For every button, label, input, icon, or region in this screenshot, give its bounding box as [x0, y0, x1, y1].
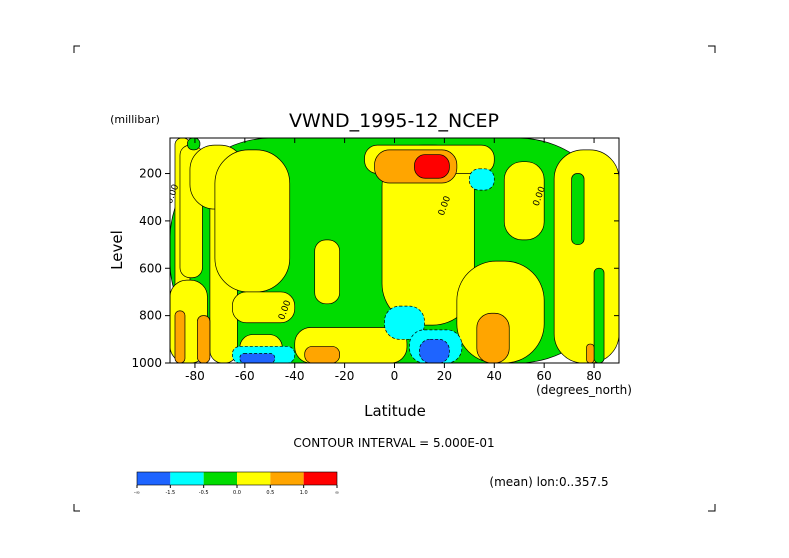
contour-region — [304, 346, 340, 363]
contour-region — [384, 305, 425, 340]
y-tick-label: 800 — [139, 309, 162, 323]
colorbar-swatch — [170, 472, 204, 485]
y-unit-label: (millibar) — [110, 113, 160, 126]
x-unit-label: (degrees_north) — [536, 383, 632, 397]
chart-title: VWND_1995-12_NCEP — [289, 110, 499, 132]
contour-region — [414, 154, 450, 179]
colorbar-swatch — [137, 472, 171, 485]
x-tick-label: -80 — [185, 369, 205, 383]
corner-mark-bottom-right — [708, 504, 716, 512]
contour-region — [503, 161, 545, 241]
y-axis-title: Level — [108, 230, 126, 270]
x-tick-label: 20 — [437, 369, 452, 383]
y-tick-label: 400 — [139, 214, 162, 228]
contour-region — [476, 312, 510, 363]
corner-mark-top-right — [708, 45, 716, 53]
contour-region — [571, 173, 585, 245]
colorbar: -∞ -1.5 -0.5 0.0 0.5 1.0 ∞ — [134, 471, 339, 496]
x-tick-label: 40 — [487, 369, 502, 383]
contour-region — [553, 149, 619, 363]
contour-region — [586, 343, 595, 363]
mean-text: (mean) lon:0..357.5 — [489, 475, 608, 489]
colorbar-swatch — [237, 472, 271, 485]
x-tick-label: -40 — [285, 369, 305, 383]
contour-region — [593, 267, 605, 363]
y-axis: 200 400 600 800 1000 — [131, 167, 619, 370]
x-tick-label: 0 — [391, 369, 399, 383]
contour-region — [239, 353, 276, 363]
colorbar-swatch — [270, 472, 304, 485]
x-tick-label: 60 — [537, 369, 552, 383]
y-tick-label: 600 — [139, 261, 162, 275]
x-axis: -80 -60 -40 -20 0 20 40 60 80 — [185, 138, 602, 383]
x-tick-label: -60 — [235, 369, 255, 383]
contour-region — [197, 315, 211, 363]
colorbar-label: -1.5 — [165, 490, 175, 496]
colorbar-swatch — [203, 472, 237, 485]
contour-interval-text: CONTOUR INTERVAL = 5.000E-01 — [293, 436, 494, 450]
contour-region — [174, 310, 186, 363]
y-tick-label: 1000 — [131, 356, 162, 370]
corner-marks — [73, 45, 716, 512]
colorbar-swatch — [303, 472, 337, 485]
colorbar-label: -0.5 — [199, 490, 209, 496]
x-tick-label: 80 — [586, 369, 601, 383]
colorbar-label: 1.0 — [300, 490, 308, 496]
x-axis-title: Latitude — [364, 402, 426, 420]
corner-mark-bottom-left — [73, 504, 80, 512]
colorbar-label: 0.0 — [233, 490, 241, 496]
colorbar-label: ∞ — [335, 490, 339, 496]
contour-fill — [170, 138, 619, 363]
corner-mark-top-left — [73, 45, 80, 53]
colorbar-label: -∞ — [134, 490, 140, 496]
x-tick-label: -20 — [335, 369, 355, 383]
contour-region — [314, 239, 340, 305]
contour-region — [187, 138, 201, 151]
contour-region — [214, 149, 291, 293]
contour-region — [232, 291, 296, 324]
contour-region — [468, 168, 495, 191]
y-tick-label: 200 — [139, 167, 162, 181]
colorbar-label: 0.5 — [266, 490, 274, 496]
contour-region — [419, 338, 450, 363]
contour-label: 0.00 — [165, 183, 181, 206]
